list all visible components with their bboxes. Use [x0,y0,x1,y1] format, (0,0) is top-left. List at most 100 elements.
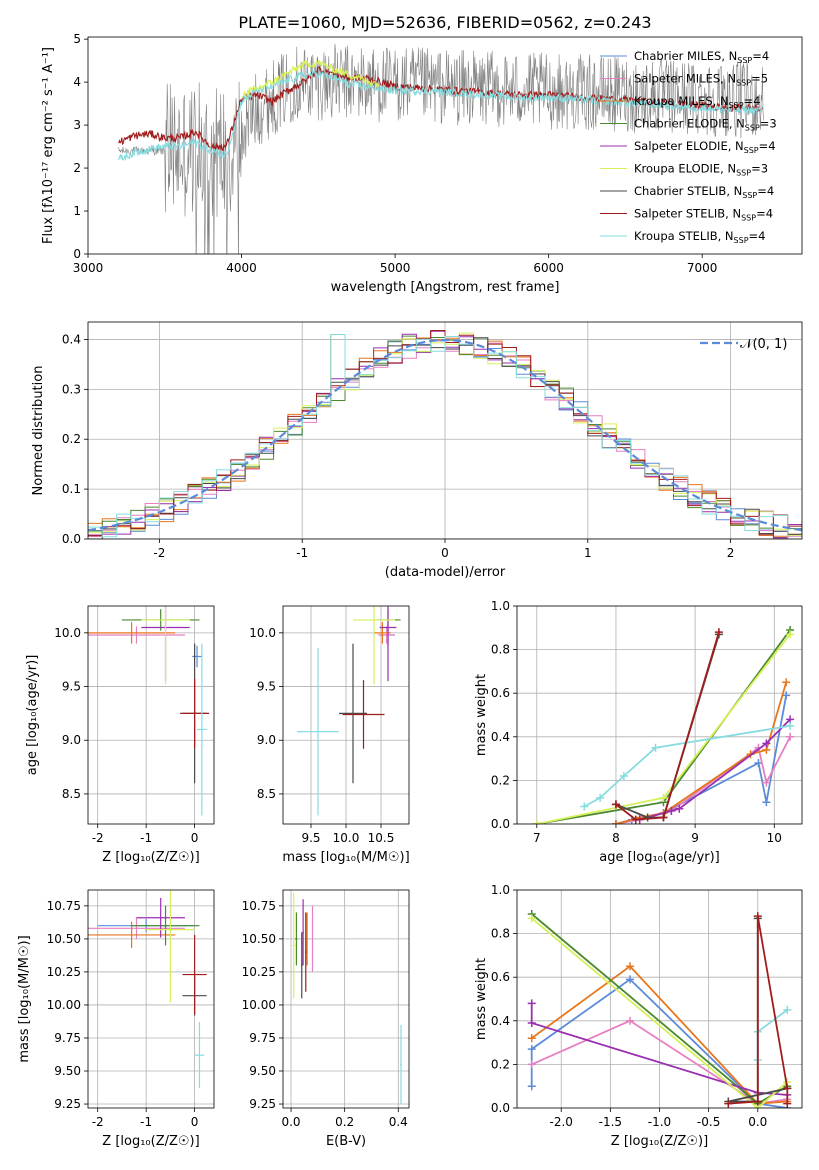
x-axis-label: wavelength [Angstrom, rest frame] [331,280,560,295]
x-tick-label: 0.0 [748,1115,767,1129]
spectrum-plot-area [118,43,764,254]
y-tick-label: 8.5 [257,787,276,801]
weight-marker [626,962,635,971]
y-tick-label: 0.8 [491,927,510,941]
weight-marker [527,1060,536,1069]
weight-marker [762,778,771,787]
y-tick-label: 0.8 [491,643,510,657]
y-tick-label: 2 [73,161,81,175]
x-tick-label: 0 [191,1115,199,1129]
weight-marker [786,721,795,730]
weight-marker [782,691,791,700]
axes-frame [87,605,215,825]
x-tick-label: 0.2 [335,1115,354,1129]
y-tick-label: 9.5 [257,680,276,694]
weight-marker [532,820,541,824]
y-tick-label: 10.00 [242,998,276,1012]
y-tick-label: 1.0 [491,883,510,897]
y-tick-label: 0.0 [491,1101,510,1115]
axes-frame [516,889,803,1109]
x-tick-label: -2 [92,831,104,845]
residuals-plot-area [88,322,802,539]
axes-frame [87,889,215,1109]
y-tick-label: 10.25 [242,965,276,979]
x-axis-label: E(B-V) [326,1134,366,1149]
weight-line-salpeter-miles [531,1019,788,1105]
legend-entry: Chabrier MILES, NSSP=4 [634,49,769,65]
legend-entry: Kroupa MILES, NSSP=4 [634,94,760,110]
spectrum-legend: Chabrier MILES, NSSP=4 Salpeter MILES, NS… [600,49,777,245]
x-tick-label: 7 [533,831,541,845]
weight-marker [714,628,723,637]
weight-line-salpeter-stelib [728,916,789,1105]
weight-line-salpeter-elodie [639,718,791,821]
y-tick-label: 9.50 [54,1064,81,1078]
x-tick-label: 9.5 [301,831,320,845]
x-tick-label: 10.0 [333,831,360,845]
y-tick-label: 10.50 [47,932,81,946]
weight-marker [667,806,676,815]
massweight-vs-age-plot-area [517,606,802,824]
x-tick-label: 1 [584,546,592,560]
weight-marker [631,815,640,824]
weight-marker [527,1034,536,1043]
normal-curve [88,338,802,532]
x-tick-label: 0 [441,546,449,560]
y-tick-label: 9.75 [54,1031,81,1045]
weight-marker [611,800,620,809]
mass-vs-EBV-panel: 0.0 0.2 0.4 9.25 9.50 9.75 10.00 10.25 10.50 10.7… [242,889,410,1149]
weight-line-salpeter-stelib [615,631,720,821]
legend-entry: Salpeter MILES, NSSP=5 [634,72,768,88]
weight-marker [580,802,589,811]
x-tick-label: -1.0 [648,1115,671,1129]
axes-frame [282,889,410,1109]
massweight-vs-Z-plot-area [517,890,802,1108]
y-tick-label: 0.4 [491,1014,510,1028]
weight-marker [783,1084,792,1093]
weight-marker [786,732,795,741]
weight-marker [527,1018,536,1027]
axes-frame [282,605,410,825]
y-tick-label: 5 [73,32,81,46]
weight-marker [651,743,660,752]
y-tick-label: 1.0 [491,599,510,613]
x-tick-label: 0 [191,831,199,845]
y-tick-label: 0.1 [62,482,81,496]
legend-entry: Chabrier STELIB, NSSP=4 [634,184,774,200]
weight-line-kroupa-miles [531,965,788,1105]
x-tick-label: -1 [296,546,308,560]
y-axis-label: Flux [fλ10⁻¹⁷ erg cm⁻² s⁻¹ A⁻¹] [41,47,56,244]
y-tick-label: 10.0 [54,626,81,640]
x-tick-label: -1.5 [599,1115,622,1129]
x-tick-label: 3000 [73,261,104,275]
residuals-panel: -2 -1 0 1 2 0.0 0.1 0.2 0.3 0.4 (data-model)/error… [31,321,803,580]
weight-marker [626,975,635,984]
axes-frame [87,321,803,540]
weight-marker [596,793,605,802]
massweight-vs-age-panel: 7 8 9 10 0.0 0.2 0.4 0.6 0.8 1.0 age [log₁₀(age/yr… [474,599,803,865]
weight-marker [527,1082,536,1091]
y-axis-label: age [log₁₀(age/yr)] [25,655,40,776]
x-tick-label: -2 [153,546,165,560]
x-tick-label: 4000 [226,261,257,275]
weight-marker [611,820,620,824]
x-tick-label: -1 [140,1115,152,1129]
y-tick-label: 0 [73,247,81,261]
x-tick-label: 8 [612,831,620,845]
y-tick-label: 10.25 [47,965,81,979]
weight-marker [782,678,791,687]
weight-marker [753,1097,762,1106]
y-tick-label: 9.25 [54,1097,81,1111]
y-tick-label: 10.0 [249,626,276,640]
observed-spectrum-line [118,43,764,254]
figure-title: PLATE=1060, MJD=52636, FIBERID=0562, z=0… [238,13,651,32]
x-tick-label: 7000 [687,261,718,275]
y-axis-label: mass weight [474,958,489,1040]
y-tick-label: 0.0 [62,532,81,546]
weight-marker [527,1045,536,1054]
mass-vs-EBV-plot-area [283,890,409,1108]
mass-vs-Z-panel: -2 -1 0 9.25 9.50 9.75 10.00 10.25 10.50 10.75 Z [… [17,889,215,1149]
weight-marker [753,912,762,921]
legend-entry: Chabrier ELODIE, NSSP=3 [634,117,777,133]
y-tick-label: 9.5 [62,680,81,694]
